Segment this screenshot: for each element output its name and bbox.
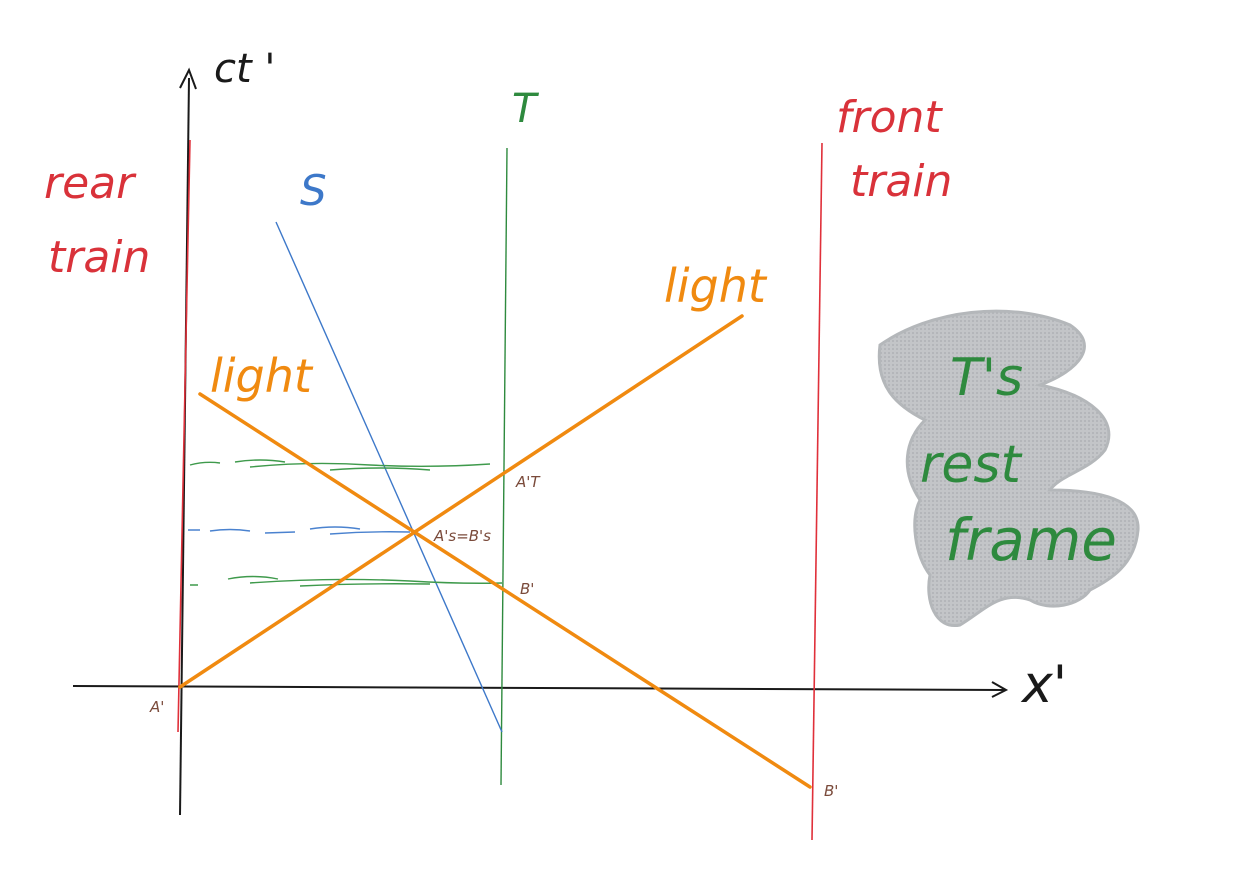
x-axis xyxy=(72,681,1009,698)
event-a-t: A'T xyxy=(515,473,541,491)
front-train-label-line1: front xyxy=(836,92,943,143)
event-b-end: B' xyxy=(824,782,838,800)
event-a-s-eq-b-s: A's=B's xyxy=(433,527,491,545)
front-train-label-line2: train xyxy=(850,156,952,207)
frame-scribble xyxy=(877,309,1140,627)
event-a-origin: A' xyxy=(149,698,164,716)
ct-axis-label: ct ' xyxy=(214,46,275,92)
simultaneity-blue xyxy=(188,526,411,535)
simultaneity-green-upper xyxy=(189,459,491,471)
ct-axis xyxy=(179,67,197,816)
rear-train-label-line1: rear xyxy=(44,158,137,209)
t-worldline xyxy=(500,147,508,786)
front-train-worldline xyxy=(811,142,823,841)
simultaneity-green-lower xyxy=(190,575,503,587)
rear-train-worldline xyxy=(177,139,191,733)
rear-train-label-line2: train xyxy=(48,232,150,283)
s-label: S xyxy=(300,166,327,215)
frame-note-line3: frame xyxy=(945,506,1117,574)
light-label-left: light xyxy=(210,349,314,403)
x-axis-label: x' xyxy=(1020,655,1067,715)
t-label: T xyxy=(512,86,540,132)
frame-note-line1: T's xyxy=(950,348,1023,408)
event-b-on-t: B' xyxy=(520,580,534,598)
light-label-right: light xyxy=(664,259,768,313)
frame-note-line2: rest xyxy=(920,435,1022,495)
s-worldline xyxy=(275,221,503,733)
light-ray-backward xyxy=(198,392,812,789)
light-ray-forward xyxy=(178,314,744,689)
